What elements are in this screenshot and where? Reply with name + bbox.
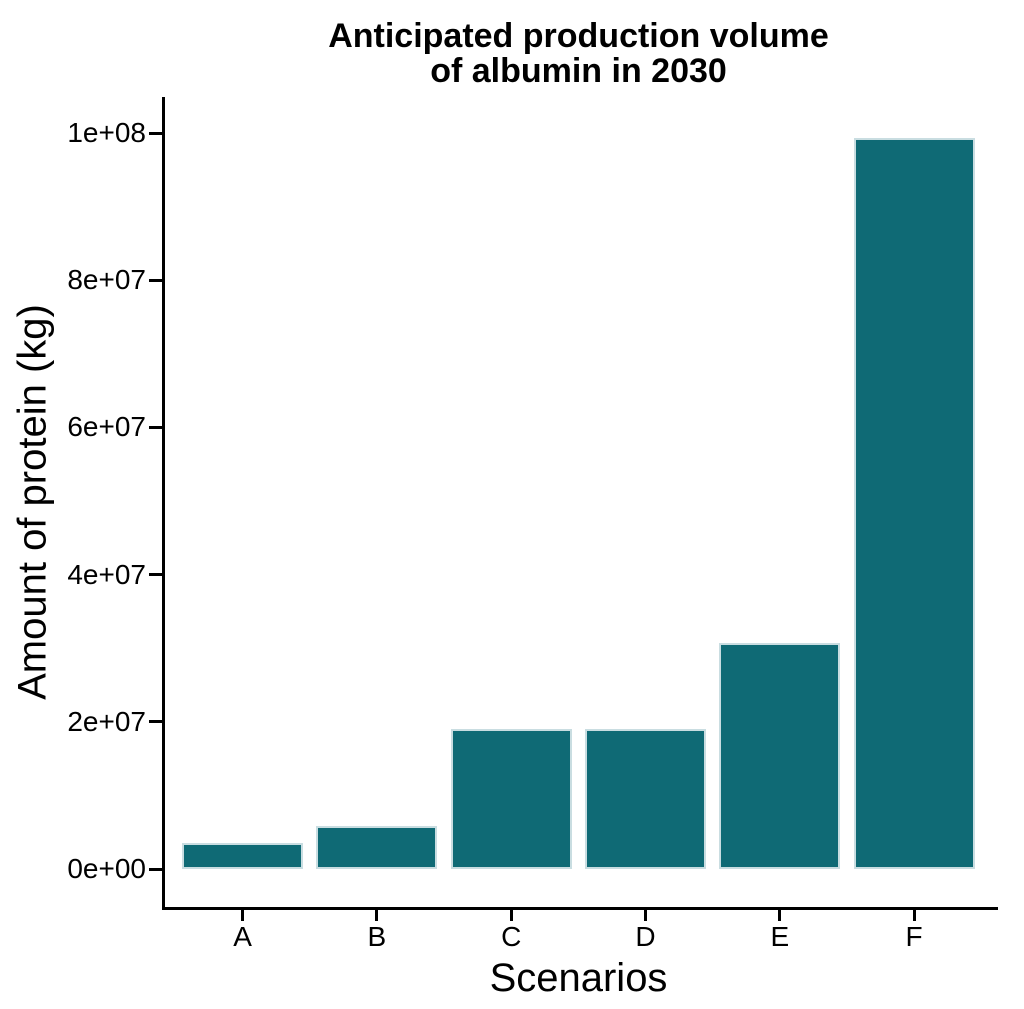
bar-d	[585, 729, 706, 869]
y-axis-title: Amount of protein (kg)	[10, 304, 55, 700]
x-tick-mark	[375, 910, 379, 921]
bar-f	[853, 138, 975, 869]
chart-title: Anticipated production volume of albumin…	[162, 19, 995, 89]
bar-b	[316, 826, 438, 869]
x-tick-mark	[509, 910, 513, 921]
x-axis-title: Scenarios	[489, 956, 668, 1000]
y-tick-mark	[149, 278, 162, 282]
y-tick-mark	[149, 131, 162, 135]
x-tick-label: E	[770, 921, 790, 952]
x-tick-label: D	[635, 921, 656, 952]
x-tick-label: B	[367, 921, 387, 952]
x-tick-mark	[778, 910, 782, 921]
y-tick-label: 2e+07	[67, 705, 146, 737]
chart-title-line1: Anticipated production volume	[328, 17, 829, 55]
plot-panel: A B C D E F 0e+00 2e+07 4e+07 6e+07 8e+07 1e+08	[67, 97, 998, 951]
y-tick-mark	[149, 867, 162, 871]
y-tick-label: 4e+07	[67, 558, 146, 590]
x-tick-mark	[241, 910, 245, 921]
x-tick-label: A	[233, 921, 252, 952]
y-tick-mark	[149, 425, 162, 429]
y-tick-mark	[149, 573, 162, 577]
x-tick-mark	[644, 910, 647, 921]
y-tick-label: 0e+00	[67, 853, 146, 884]
x-tick-label: C	[501, 921, 522, 952]
bar-e	[719, 643, 841, 869]
x-tick-mark	[912, 910, 916, 921]
y-tick-mark	[149, 720, 162, 724]
chart-title-line2: of albumin in 2030	[430, 52, 727, 90]
y-tick-label: 1e+08	[67, 117, 146, 148]
y-tick-label: 6e+07	[67, 411, 146, 443]
y-tick-label: 8e+07	[67, 264, 146, 296]
bar-a	[182, 843, 304, 869]
x-tick-label: F	[905, 921, 923, 952]
bar-c	[450, 729, 572, 869]
